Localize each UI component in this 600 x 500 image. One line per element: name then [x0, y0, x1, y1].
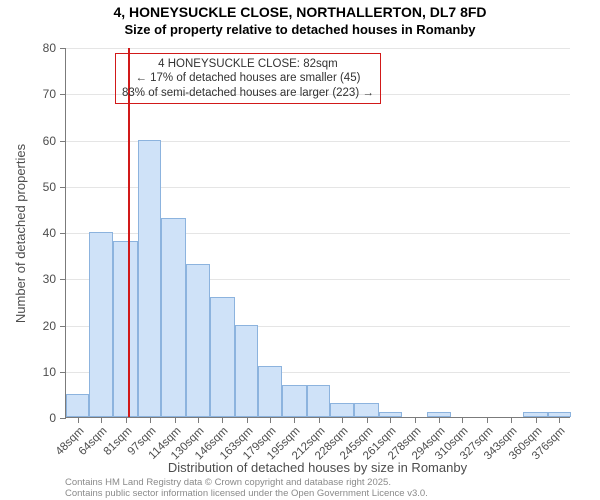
histogram-bar [258, 366, 281, 417]
y-axis-label-wrap: Number of detached properties [14, 48, 28, 418]
x-tick [126, 417, 127, 423]
annotation-line: 83% of semi-detached houses are larger (… [122, 86, 374, 100]
x-tick [390, 417, 391, 423]
x-tick [270, 417, 271, 423]
histogram-bar [161, 218, 186, 417]
histogram-bar [354, 403, 379, 417]
y-tick [60, 279, 66, 280]
footer-attribution: Contains HM Land Registry data © Crown c… [65, 478, 428, 500]
y-tick-label: 50 [43, 180, 56, 194]
x-tick [78, 417, 79, 423]
annotation-box: 4 HONEYSUCKLE CLOSE: 82sqm← 17% of detac… [115, 53, 381, 104]
gridline-h [66, 48, 570, 49]
histogram-bar [138, 140, 161, 418]
y-tick-label: 80 [43, 41, 56, 55]
histogram-bar [89, 232, 112, 417]
y-tick-label: 20 [43, 319, 56, 333]
histogram-bar [113, 241, 138, 417]
histogram-bar [186, 264, 209, 417]
x-tick [415, 417, 416, 423]
y-tick [60, 372, 66, 373]
x-tick [101, 417, 102, 423]
x-tick [367, 417, 368, 423]
chart-container: 4, HONEYSUCKLE CLOSE, NORTHALLERTON, DL7… [0, 0, 600, 500]
x-tick [439, 417, 440, 423]
x-tick [342, 417, 343, 423]
y-tick [60, 141, 66, 142]
title-line-1: 4, HONEYSUCKLE CLOSE, NORTHALLERTON, DL7… [0, 4, 600, 22]
y-tick [60, 187, 66, 188]
x-tick [536, 417, 537, 423]
x-tick [319, 417, 320, 423]
title-line-2: Size of property relative to detached ho… [0, 22, 600, 38]
footer-line-2: Contains public sector information licen… [65, 489, 428, 500]
x-tick [559, 417, 560, 423]
histogram-bar [235, 325, 258, 418]
histogram-bar [210, 297, 235, 417]
y-tick [60, 48, 66, 49]
x-tick [198, 417, 199, 423]
chart-title: 4, HONEYSUCKLE CLOSE, NORTHALLERTON, DL7… [0, 4, 600, 38]
x-tick [487, 417, 488, 423]
y-tick [60, 94, 66, 95]
y-tick-label: 10 [43, 365, 56, 379]
x-tick [511, 417, 512, 423]
x-axis-label: Distribution of detached houses by size … [65, 460, 570, 475]
y-tick-label: 40 [43, 226, 56, 240]
y-tick-label: 70 [43, 87, 56, 101]
x-tick [294, 417, 295, 423]
y-tick-label: 60 [43, 134, 56, 148]
annotation-line: ← 17% of detached houses are smaller (45… [122, 71, 374, 85]
x-tick [175, 417, 176, 423]
y-tick [60, 418, 66, 419]
y-axis-label: Number of detached properties [14, 143, 29, 322]
y-tick [60, 233, 66, 234]
y-tick-label: 30 [43, 272, 56, 286]
histogram-bar [282, 385, 307, 417]
x-tick [462, 417, 463, 423]
histogram-bar [66, 394, 89, 417]
x-tick [222, 417, 223, 423]
y-tick-label: 0 [49, 411, 56, 425]
x-tick [247, 417, 248, 423]
y-tick [60, 326, 66, 327]
histogram-bar [330, 403, 353, 417]
annotation-line: 4 HONEYSUCKLE CLOSE: 82sqm [122, 57, 374, 71]
plot-area: 0102030405060708048sqm64sqm81sqm97sqm114… [65, 48, 570, 418]
x-tick [150, 417, 151, 423]
histogram-bar [307, 385, 330, 417]
